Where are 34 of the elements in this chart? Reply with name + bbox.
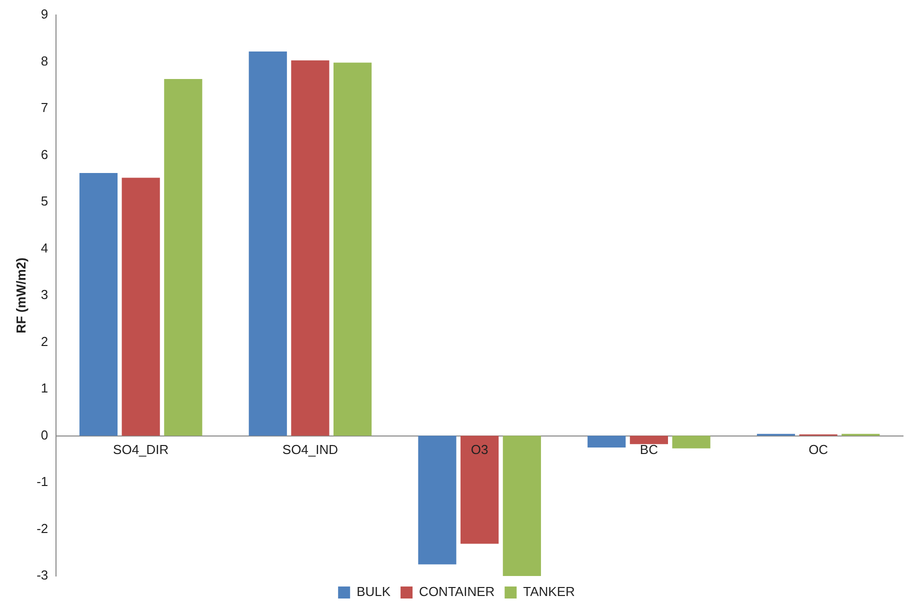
- x-tick-label: BC: [640, 442, 658, 457]
- y-axis-title: RF (mW/m2): [13, 258, 28, 334]
- y-tick-label: 8: [40, 53, 48, 68]
- y-tick-label: 4: [40, 240, 48, 256]
- y-tick-label: 0: [40, 427, 48, 442]
- bar: [164, 79, 202, 436]
- y-tick-label: 3: [40, 287, 48, 302]
- bar: [630, 436, 668, 444]
- bar: [334, 62, 372, 436]
- bar: [502, 436, 541, 576]
- bar: [79, 173, 118, 436]
- y-tick-label: 5: [40, 194, 48, 209]
- bar: [672, 436, 710, 448]
- y-tick-label: 1: [40, 380, 48, 396]
- x-tick-label: O3: [470, 442, 488, 457]
- bar: [460, 436, 499, 544]
- y-tick-label: 6: [40, 146, 48, 162]
- bar: [122, 178, 160, 436]
- legend-label: TANKER: [523, 584, 575, 600]
- bar: [588, 436, 626, 448]
- y-tick-label: 2: [40, 334, 48, 349]
- y-tick-label: -3: [36, 568, 48, 583]
- y-tick-label: 9: [40, 6, 48, 22]
- bar: [418, 436, 456, 564]
- legend-label: CONTAINER: [419, 584, 495, 600]
- y-tick-label: -2: [36, 520, 48, 536]
- x-tick-label: OC: [808, 442, 828, 457]
- legend-label: BULK: [356, 584, 391, 600]
- bar: [248, 51, 287, 436]
- x-tick-label: SO4_IND: [282, 442, 338, 457]
- y-tick-label: -1: [36, 474, 48, 490]
- x-tick-label: SO4_DIR: [113, 442, 169, 457]
- bar: [291, 60, 330, 436]
- y-tick-label: 7: [40, 100, 48, 116]
